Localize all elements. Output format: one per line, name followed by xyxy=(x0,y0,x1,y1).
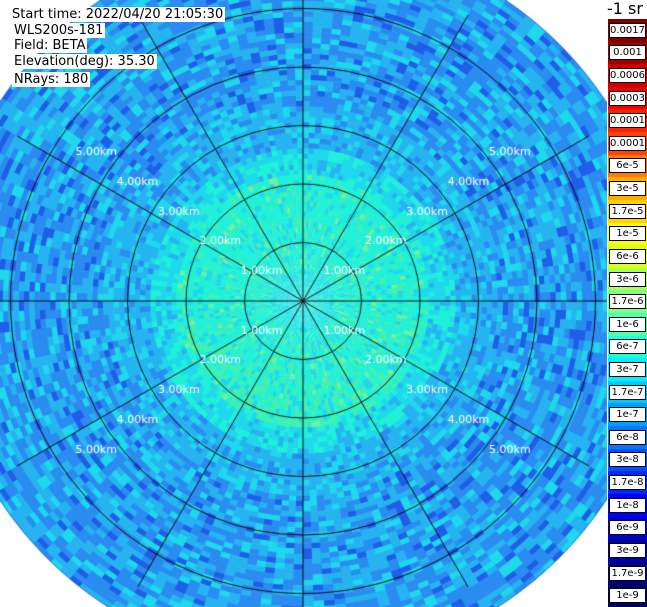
colorbar-tick-label: 1e-8 xyxy=(609,497,646,513)
colorbar-tick-label: 6e-8 xyxy=(609,429,646,445)
colorbar-tick-label: 1e-5 xyxy=(609,226,646,242)
colorbar-swatch: 6e-5 xyxy=(608,154,647,178)
colorbar-tick-label: 1.7e-7 xyxy=(609,384,646,400)
colorbar-swatch: 1.7e-6 xyxy=(608,290,647,314)
colorbar-swatch: 1e-7 xyxy=(608,403,647,427)
colorbar: 0.0017 0.001 0.0006 0.0003 0.00017 0.0001 6e-5… xyxy=(608,0,647,607)
colorbar-tick-label: 6e-7 xyxy=(609,339,646,355)
colorbar-tick-label: 0.0017 xyxy=(609,22,646,38)
colorbar-tick-label: 1.7e-6 xyxy=(609,294,646,310)
colorbar-swatch: 1.7e-7 xyxy=(608,380,647,404)
colorbar-swatch: 1.7e-8 xyxy=(608,471,647,495)
colorbar-swatch: 3e-6 xyxy=(608,267,647,291)
colorbar-swatch: 3e-8 xyxy=(608,448,647,472)
colorbar-tick-label: 1e-9 xyxy=(609,588,646,604)
colorbar-tick-label: 0.00017 xyxy=(609,113,647,129)
colorbar-swatch: 3e-5 xyxy=(608,177,647,201)
colorbar-swatch: 6e-9 xyxy=(608,516,647,540)
colorbar-tick-label: 1e-6 xyxy=(609,316,646,332)
colorbar-tick-label: 1e-7 xyxy=(609,407,646,423)
colorbar-swatch: 1.7e-9 xyxy=(608,561,647,585)
colorbar-tick-label: 0.0006 xyxy=(609,68,646,84)
colorbar-swatch: 0.0006 xyxy=(608,64,647,88)
colorbar-swatch: 1e-6 xyxy=(608,313,647,337)
colorbar-swatch: 3e-9 xyxy=(608,539,647,563)
colorbar-swatch: 3e-7 xyxy=(608,358,647,382)
colorbar-swatch: 6e-8 xyxy=(608,426,647,450)
colorbar-tick-label: 6e-6 xyxy=(609,248,646,264)
colorbar-tick-label: 3e-7 xyxy=(609,362,646,378)
colorbar-swatch: 6e-7 xyxy=(608,335,647,359)
colorbar-tick-label: 3e-5 xyxy=(609,181,646,197)
colorbar-swatch: 1e-9 xyxy=(608,584,647,607)
colorbar-swatch: 1.7e-5 xyxy=(608,199,647,224)
colorbar-tick-label: 0.0001 xyxy=(609,135,646,151)
start-time-label: Start time: 2022/04/20 21:05:30 xyxy=(10,7,226,22)
colorbar-swatch: 0.0003 xyxy=(608,86,647,110)
colorbar-tick-label: 1.7e-9 xyxy=(609,565,646,581)
colorbar-swatch: 0.001 xyxy=(608,41,647,65)
colorbar-tick-label: 1.7e-8 xyxy=(609,475,646,491)
colorbar-tick-label: 3e-8 xyxy=(609,452,646,468)
colorbar-tick-label: 3e-6 xyxy=(609,271,646,287)
ppi-plot xyxy=(0,0,607,607)
elevation-label: Elevation(deg): 35.30 xyxy=(12,54,157,69)
colorbar-swatch: 1e-8 xyxy=(608,493,647,518)
colorbar-swatch: 0.0017 xyxy=(608,19,647,43)
colorbar-tick-label: 6e-5 xyxy=(609,158,646,174)
colorbar-tick-label: 0.0003 xyxy=(609,90,646,106)
colorbar-tick-label: 0.001 xyxy=(609,45,646,61)
colorbar-swatch: 0.00017 xyxy=(608,109,647,133)
colorbar-swatch: 0.0001 xyxy=(608,132,647,156)
colorbar-swatch: 1e-5 xyxy=(608,222,647,246)
colorbar-unit: -1 sr xyxy=(607,0,647,18)
site-label: WLS200s-181 xyxy=(12,23,106,38)
colorbar-tick-label: 3e-9 xyxy=(609,542,646,558)
colorbar-tick-label: 6e-9 xyxy=(609,520,646,536)
colorbar-tick-label: 1.7e-5 xyxy=(609,203,646,219)
colorbar-swatch: 6e-6 xyxy=(608,245,647,269)
nrays-label: NRays: 180 xyxy=(12,72,91,87)
field-label: Field: BETA xyxy=(12,38,88,53)
